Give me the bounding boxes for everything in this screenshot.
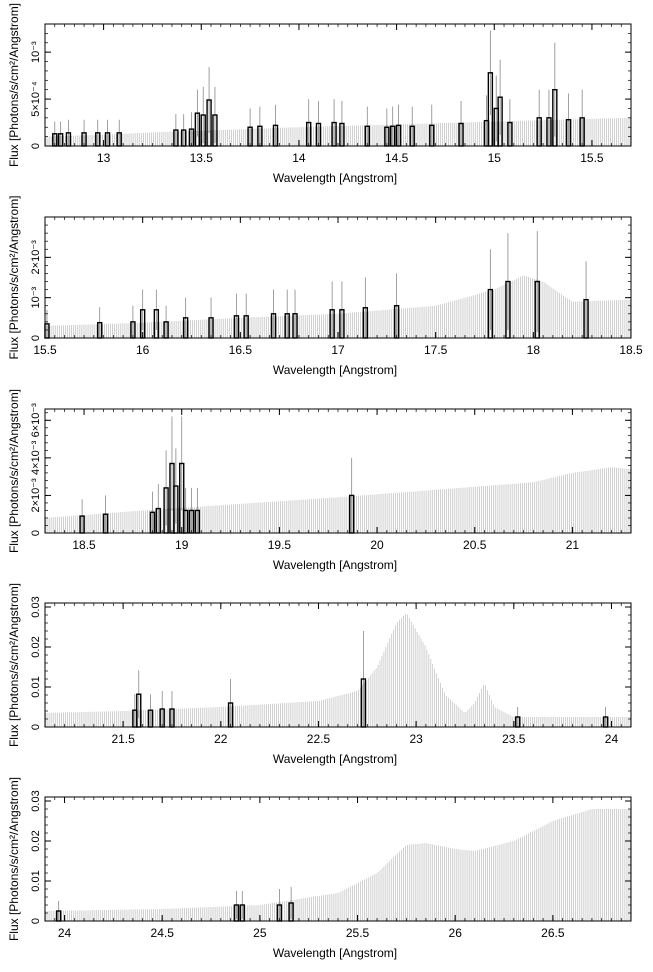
y-tick-label: 0 (30, 918, 42, 924)
y-tick-label: 6×10⁻³ (30, 403, 42, 438)
x-tick-label: 21.5 (111, 732, 135, 746)
y-tick-label: 0.01 (30, 676, 42, 697)
x-tick-label: 16.5 (229, 343, 253, 357)
plot-frame (44, 408, 632, 534)
x-tick-label: 15.5 (580, 151, 604, 165)
y-tick-label: 0.02 (30, 830, 42, 851)
x-axis-label: Wavelength [Angstrom] (273, 752, 397, 766)
y-tick-label: 0 (30, 530, 42, 536)
x-tick-label: 14.5 (385, 151, 409, 165)
y-tick-label: 0 (30, 724, 42, 730)
y-tick-label: 10⁻³ (30, 41, 42, 63)
y-tick-label: 0 (30, 143, 42, 149)
y-tick-label: 2×10⁻³ (30, 478, 42, 513)
y-tick-label: 2×10⁻³ (30, 240, 42, 275)
x-tick-label: 13 (97, 151, 111, 165)
x-axis-label: Wavelength [Angstrom] (273, 946, 397, 960)
panel-2: 15.5 16 16.5 17 17.5 18 18.5 0 10⁻³ 2×10⁻³ Wavelen… (7, 195, 643, 377)
plot-frame (44, 602, 632, 728)
y-tick-label: 4×10⁻³ (30, 440, 42, 475)
y-tick-label: 5×10⁻⁴ (30, 81, 42, 117)
x-tick-label: 26.5 (541, 926, 565, 940)
y-axis-label: Flux [Photons/s/cm²/Angstrom] (7, 195, 21, 359)
x-tick-label: 18.5 (619, 343, 643, 357)
x-tick-label: 20 (370, 538, 384, 552)
x-tick-label: 19.5 (268, 538, 292, 552)
y-tick-label: 0.01 (30, 870, 42, 891)
x-tick-label: 25.5 (346, 926, 370, 940)
x-tick-label: 25 (253, 926, 267, 940)
x-tick-label: 20.5 (463, 538, 487, 552)
x-tick-label: 18.5 (72, 538, 96, 552)
panel-3: 18.5 19 19.5 20 20.5 21 0 2×10⁻³ 4×10⁻³ 6×10⁻³ Wav… (7, 389, 632, 572)
plot-frame (44, 796, 632, 922)
x-tick-label: 14 (292, 151, 306, 165)
y-tick-label: 10⁻³ (30, 286, 42, 308)
y-tick-label: 0.03 (30, 790, 42, 811)
y-tick-label: 0.02 (30, 636, 42, 657)
y-axis-label: Flux [Photons/s/cm²/Angstrom] (7, 583, 21, 747)
x-axis-label: Wavelength [Angstrom] (273, 363, 397, 377)
panel-4: 21.5 22 22.5 23 23.5 24 0 0.01 0.02 0.03 Wavelengt… (7, 583, 632, 766)
x-tick-label: 23 (409, 732, 423, 746)
x-axis-label: Wavelength [Angstrom] (273, 171, 397, 185)
x-tick-label: 24.5 (151, 926, 175, 940)
y-axis-label: Flux [Photons/s/cm²/Angstrom] (7, 389, 21, 553)
plot-frame (44, 23, 632, 147)
panel-5: 24 24.5 25 25.5 26 26.5 0 0.01 0.02 0.03 Wavelengt… (7, 777, 632, 960)
y-axis-label: Flux [Photons/s/cm²/Angstrom] (7, 777, 21, 941)
x-tick-label: 23.5 (502, 732, 526, 746)
x-tick-label: 21 (566, 538, 580, 552)
x-tick-label: 22 (214, 732, 228, 746)
x-tick-label: 18 (527, 343, 541, 357)
y-tick-label: 0 (30, 335, 42, 341)
y-axis-label: Flux [Photons/s/cm²/Angstrom] (7, 3, 21, 167)
x-tick-label: 17.5 (424, 343, 448, 357)
x-tick-label: 15 (488, 151, 502, 165)
x-axis-label: Wavelength [Angstrom] (273, 558, 397, 572)
x-tick-label: 16 (136, 343, 150, 357)
y-tick-label: 0.03 (30, 596, 42, 617)
x-tick-label: 24 (605, 732, 619, 746)
x-tick-label: 24 (58, 926, 72, 940)
panel-1: 13 13.5 14 14.5 15 15.5 0 5×10⁻⁴ 10⁻³ Wavelength … (7, 3, 632, 185)
x-tick-label: 15.5 (33, 343, 57, 357)
x-tick-label: 26 (449, 926, 463, 940)
x-tick-label: 19 (175, 538, 189, 552)
x-tick-label: 17 (331, 343, 345, 357)
x-tick-label: 22.5 (307, 732, 331, 746)
x-tick-label: 13.5 (190, 151, 214, 165)
